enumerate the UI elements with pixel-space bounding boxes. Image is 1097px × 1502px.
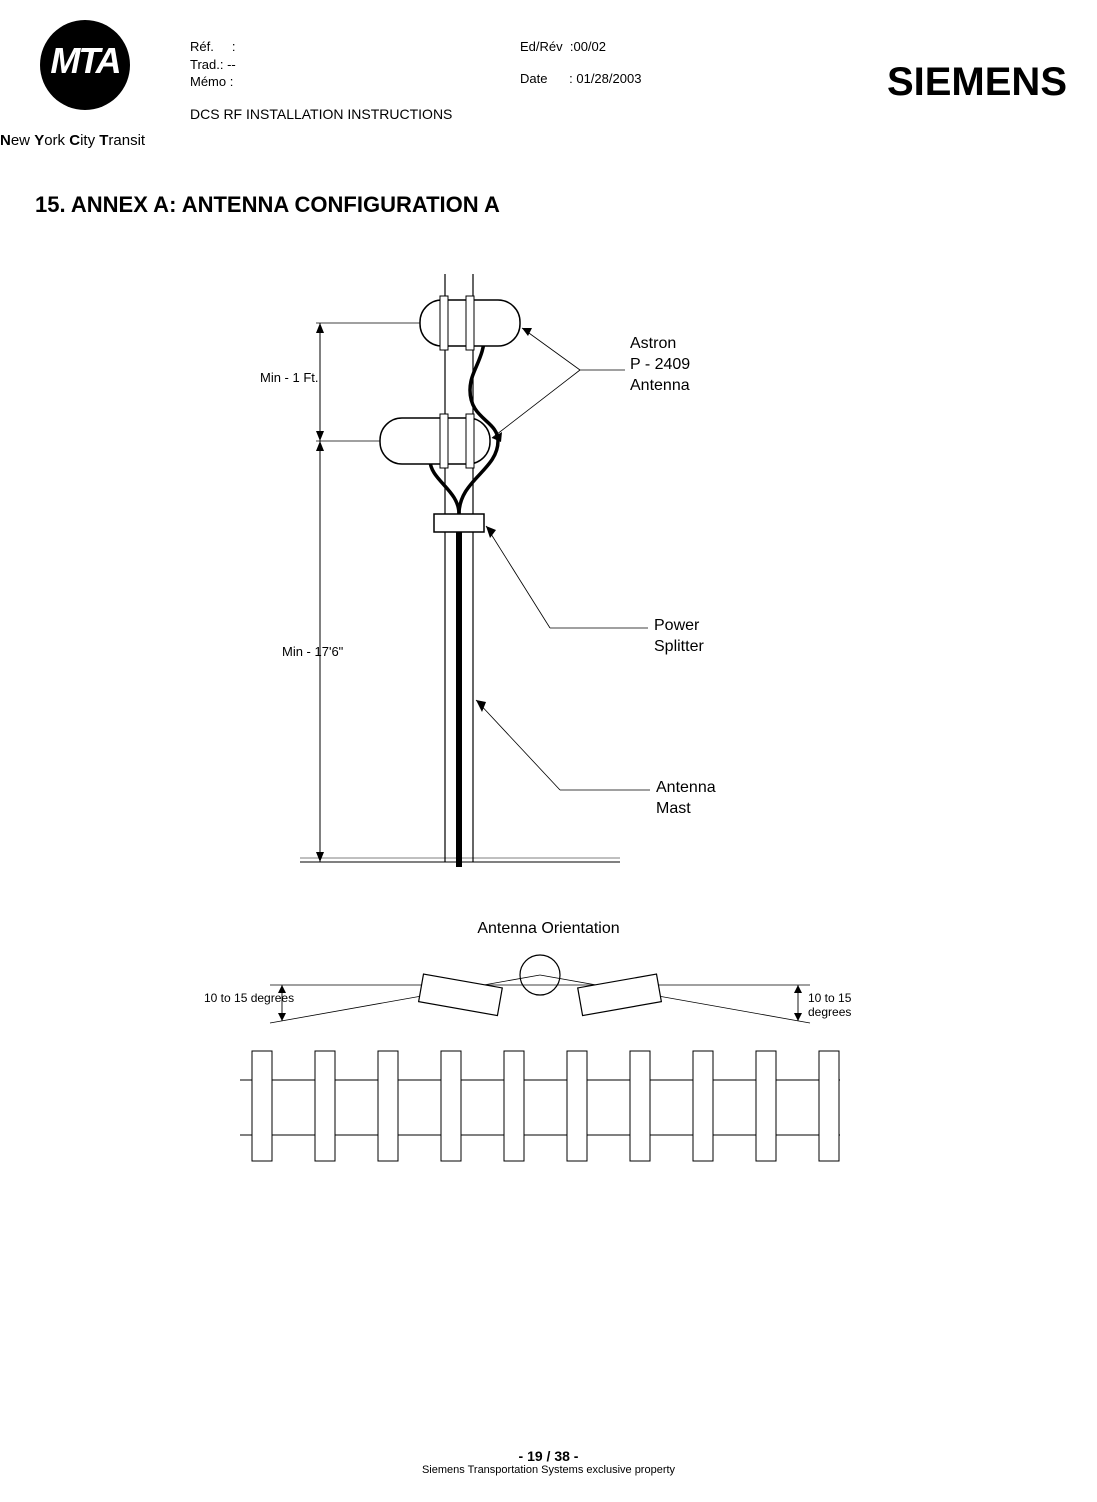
ed-block: Ed/Rév :00/02 Date : 01/28/2003 — [520, 38, 641, 87]
header: MTA New York City Transit Réf. : Trad.: … — [0, 20, 1097, 130]
nyct-caption: New York City Transit — [0, 132, 145, 149]
ref-label: Réf. : — [190, 38, 236, 56]
orientation-title: Antenna Orientation — [0, 920, 1097, 938]
orientation-right-label: 10 to 15 degrees — [808, 991, 870, 1019]
orientation-svg — [210, 945, 870, 1195]
dim-2-label: Min - 17'6" — [282, 644, 343, 659]
footer: - 19 / 38 - Siemens Transportation Syste… — [0, 1448, 1097, 1476]
memo-label: Mémo : — [190, 73, 236, 91]
trad-label: Trad.: -- — [190, 56, 236, 74]
orientation-left-label: 10 to 15 degrees — [204, 991, 294, 1005]
mta-logo-text: MTA — [40, 40, 130, 82]
orientation-diagram: 10 to 15 degrees 10 to 15 degrees — [210, 945, 870, 1195]
mta-logo-circle: MTA — [40, 20, 130, 110]
ref-block: Réf. : Trad.: -- Mémo : — [190, 38, 236, 91]
mast-label: Antenna Mast — [656, 778, 716, 820]
dim-1-label: Min - 1 Ft. — [260, 370, 319, 385]
antenna-config-diagram: Min - 1 Ft. Min - 17'6" Astron P - 2409 … — [230, 270, 790, 890]
date-row: Date : 01/28/2003 — [520, 70, 641, 88]
siemens-logo: SIEMENS — [887, 60, 1067, 105]
doc-title: DCS RF INSTALLATION INSTRUCTIONS — [190, 106, 452, 122]
footer-property: Siemens Transportation Systems exclusive… — [0, 1464, 1097, 1476]
section-title: 15. ANNEX A: ANTENNA CONFIGURATION A — [35, 192, 500, 218]
ed-row: Ed/Rév :00/02 — [520, 38, 641, 56]
page-number: - 19 / 38 - — [0, 1448, 1097, 1464]
antenna-label: Astron P - 2409 Antenna — [630, 334, 690, 396]
mta-logo: MTA — [40, 20, 130, 110]
splitter-label: Power Splitter — [654, 616, 704, 658]
